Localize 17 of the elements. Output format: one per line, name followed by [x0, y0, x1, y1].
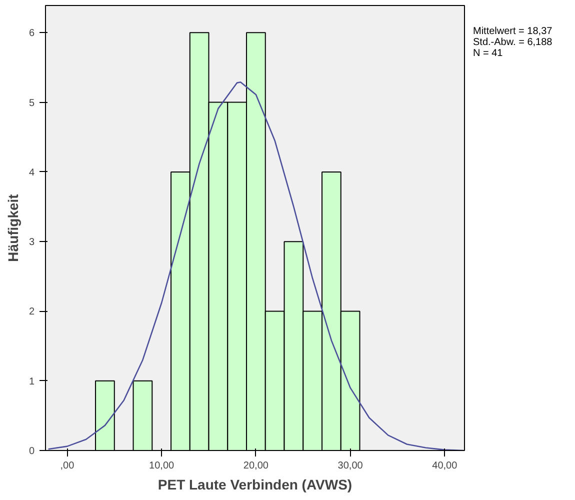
- x-axis-title: PET Laute Verbinden (AVWS): [158, 476, 352, 492]
- x-tick-label: 20,00: [243, 460, 269, 472]
- y-tick-label: 2: [28, 306, 35, 318]
- y-axis-title: Häufigkeit: [4, 194, 21, 262]
- y-tick-label: 3: [28, 237, 35, 248]
- y-tick-label: 1: [28, 376, 35, 388]
- x-tick-label: 30,00: [338, 460, 364, 472]
- y-tick-label: 4: [28, 167, 35, 178]
- y-tick-label: 6: [28, 28, 35, 40]
- text: Mittelwert = 18,37: [473, 26, 552, 37]
- text: N = 41: [473, 48, 503, 59]
- x-tick-label: ,00: [60, 460, 75, 472]
- x-tick-label: 40,00: [432, 460, 458, 472]
- x-tick-label: 10,00: [149, 460, 175, 472]
- y-tick-label: 5: [28, 98, 35, 109]
- text: Std.-Abw. = 6,188: [473, 37, 552, 48]
- y-tick-label: 0: [28, 446, 35, 457]
